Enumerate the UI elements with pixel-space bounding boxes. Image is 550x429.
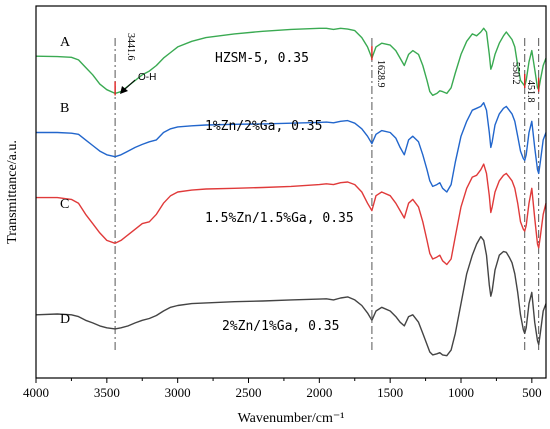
- oh-arrow-head: [120, 86, 128, 94]
- plot-frame: [35, 5, 547, 379]
- x-tick-label-4000: 4000: [23, 385, 49, 400]
- sample-label-c: 1.5%Zn/1.5%Ga, 0.35: [205, 211, 354, 226]
- peak-markers: [114, 46, 540, 96]
- x-tick-label-2000: 2000: [306, 385, 332, 400]
- peak-label-451: 451.8: [525, 80, 536, 103]
- x-tick-label-1000: 1000: [448, 385, 474, 400]
- series-line-a: [35, 27, 547, 96]
- peak-label-1628: 1628.9: [375, 60, 386, 88]
- x-tick-label-2500: 2500: [236, 385, 262, 400]
- oh-arrow-line: [123, 79, 136, 91]
- sample-label-a: HZSM-5, 0.35: [215, 51, 309, 66]
- x-tick-label-1500: 1500: [377, 385, 403, 400]
- series-line-d: [35, 235, 547, 357]
- x-axis-ticks: 4000 3500 3000 2500 2000 1500 1000 500: [23, 378, 542, 400]
- x-tick-label-3000: 3000: [165, 385, 191, 400]
- peak-label-3441: 3441.6: [125, 33, 136, 61]
- series-lines: [35, 27, 547, 357]
- y-axis-title: Transmittance/a.u.: [5, 140, 20, 244]
- x-tick-label-500: 500: [522, 385, 542, 400]
- x-axis-title: Wavenumber/cm⁻¹: [238, 411, 345, 426]
- peak-label-550: 550.2: [510, 62, 521, 85]
- trace-letter-a: A: [60, 35, 71, 50]
- x-tick-label-3500: 3500: [94, 385, 120, 400]
- trace-letter-c: C: [60, 197, 69, 212]
- series-line-b: [36, 102, 547, 193]
- series-line-c: [36, 163, 547, 266]
- trace-letter-b: B: [60, 101, 69, 116]
- oh-annotation: O-H: [120, 72, 156, 94]
- sample-label-b: 1%Zn/2%Ga, 0.35: [205, 119, 322, 134]
- oh-label: O-H: [138, 72, 156, 83]
- sample-label-d: 2%Zn/1%Ga, 0.35: [222, 319, 339, 334]
- trace-letter-d: D: [60, 312, 70, 327]
